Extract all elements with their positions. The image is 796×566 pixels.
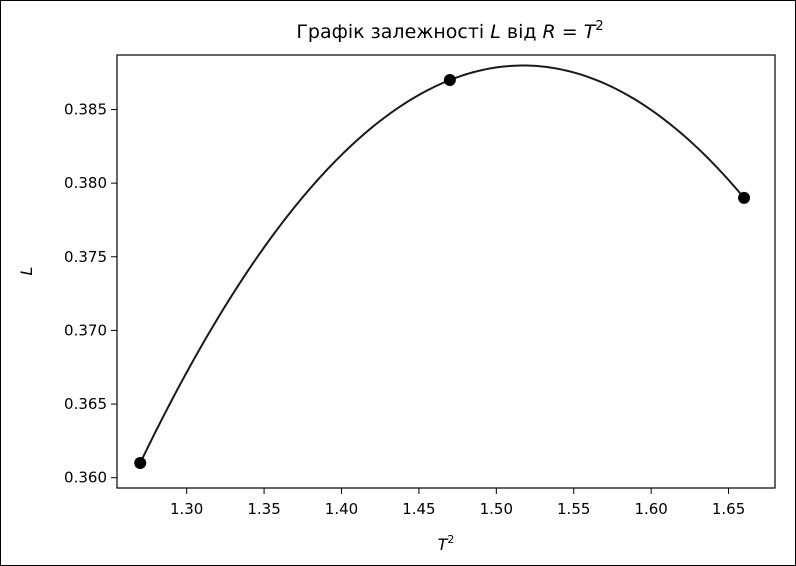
y-axis-label: L [17, 267, 36, 276]
data-point [134, 456, 147, 469]
y-tick-label: 0.385 [64, 100, 107, 118]
x-tick-label: 1.40 [325, 500, 358, 518]
series-markers [134, 74, 751, 469]
x-axis: 1.30 1.35 1.40 1.45 1.50 1.55 1.60 1.65 [170, 488, 745, 518]
x-tick-label: 1.45 [402, 500, 435, 518]
y-tick-label: 0.370 [64, 321, 107, 339]
title-mid: від [501, 21, 543, 43]
data-point [738, 191, 751, 204]
x-tick-label: 1.35 [247, 500, 280, 518]
y-tick-label: 0.360 [64, 469, 107, 487]
x-tick-label: 1.60 [634, 500, 667, 518]
data-point [443, 74, 456, 87]
y-tick-label: 0.380 [64, 174, 107, 192]
y-axis: 0.360 0.365 0.370 0.375 0.380 0.385 [64, 100, 117, 487]
y-tick-label: 0.375 [64, 248, 107, 266]
title-eq: = [556, 21, 584, 43]
x-axis-label-var: T [438, 535, 449, 554]
plot-area [116, 54, 776, 489]
title-var-r: R [543, 21, 556, 43]
title-var-l: L [490, 21, 501, 43]
x-tick-label: 1.50 [480, 500, 513, 518]
x-tick-label: 1.55 [557, 500, 590, 518]
series-line [139, 64, 745, 464]
title-var-t: T [584, 21, 597, 43]
chart-title: Графік залежності L від R = T2 [296, 19, 603, 43]
x-tick-label: 1.30 [170, 500, 203, 518]
title-prefix: Графік залежності [296, 21, 490, 43]
x-axis-label-exp: 2 [447, 533, 454, 546]
x-tick-label: 1.65 [712, 500, 745, 518]
x-axis-label: T2 [438, 533, 455, 554]
title-exp: 2 [595, 19, 603, 34]
y-tick-label: 0.365 [64, 395, 107, 413]
